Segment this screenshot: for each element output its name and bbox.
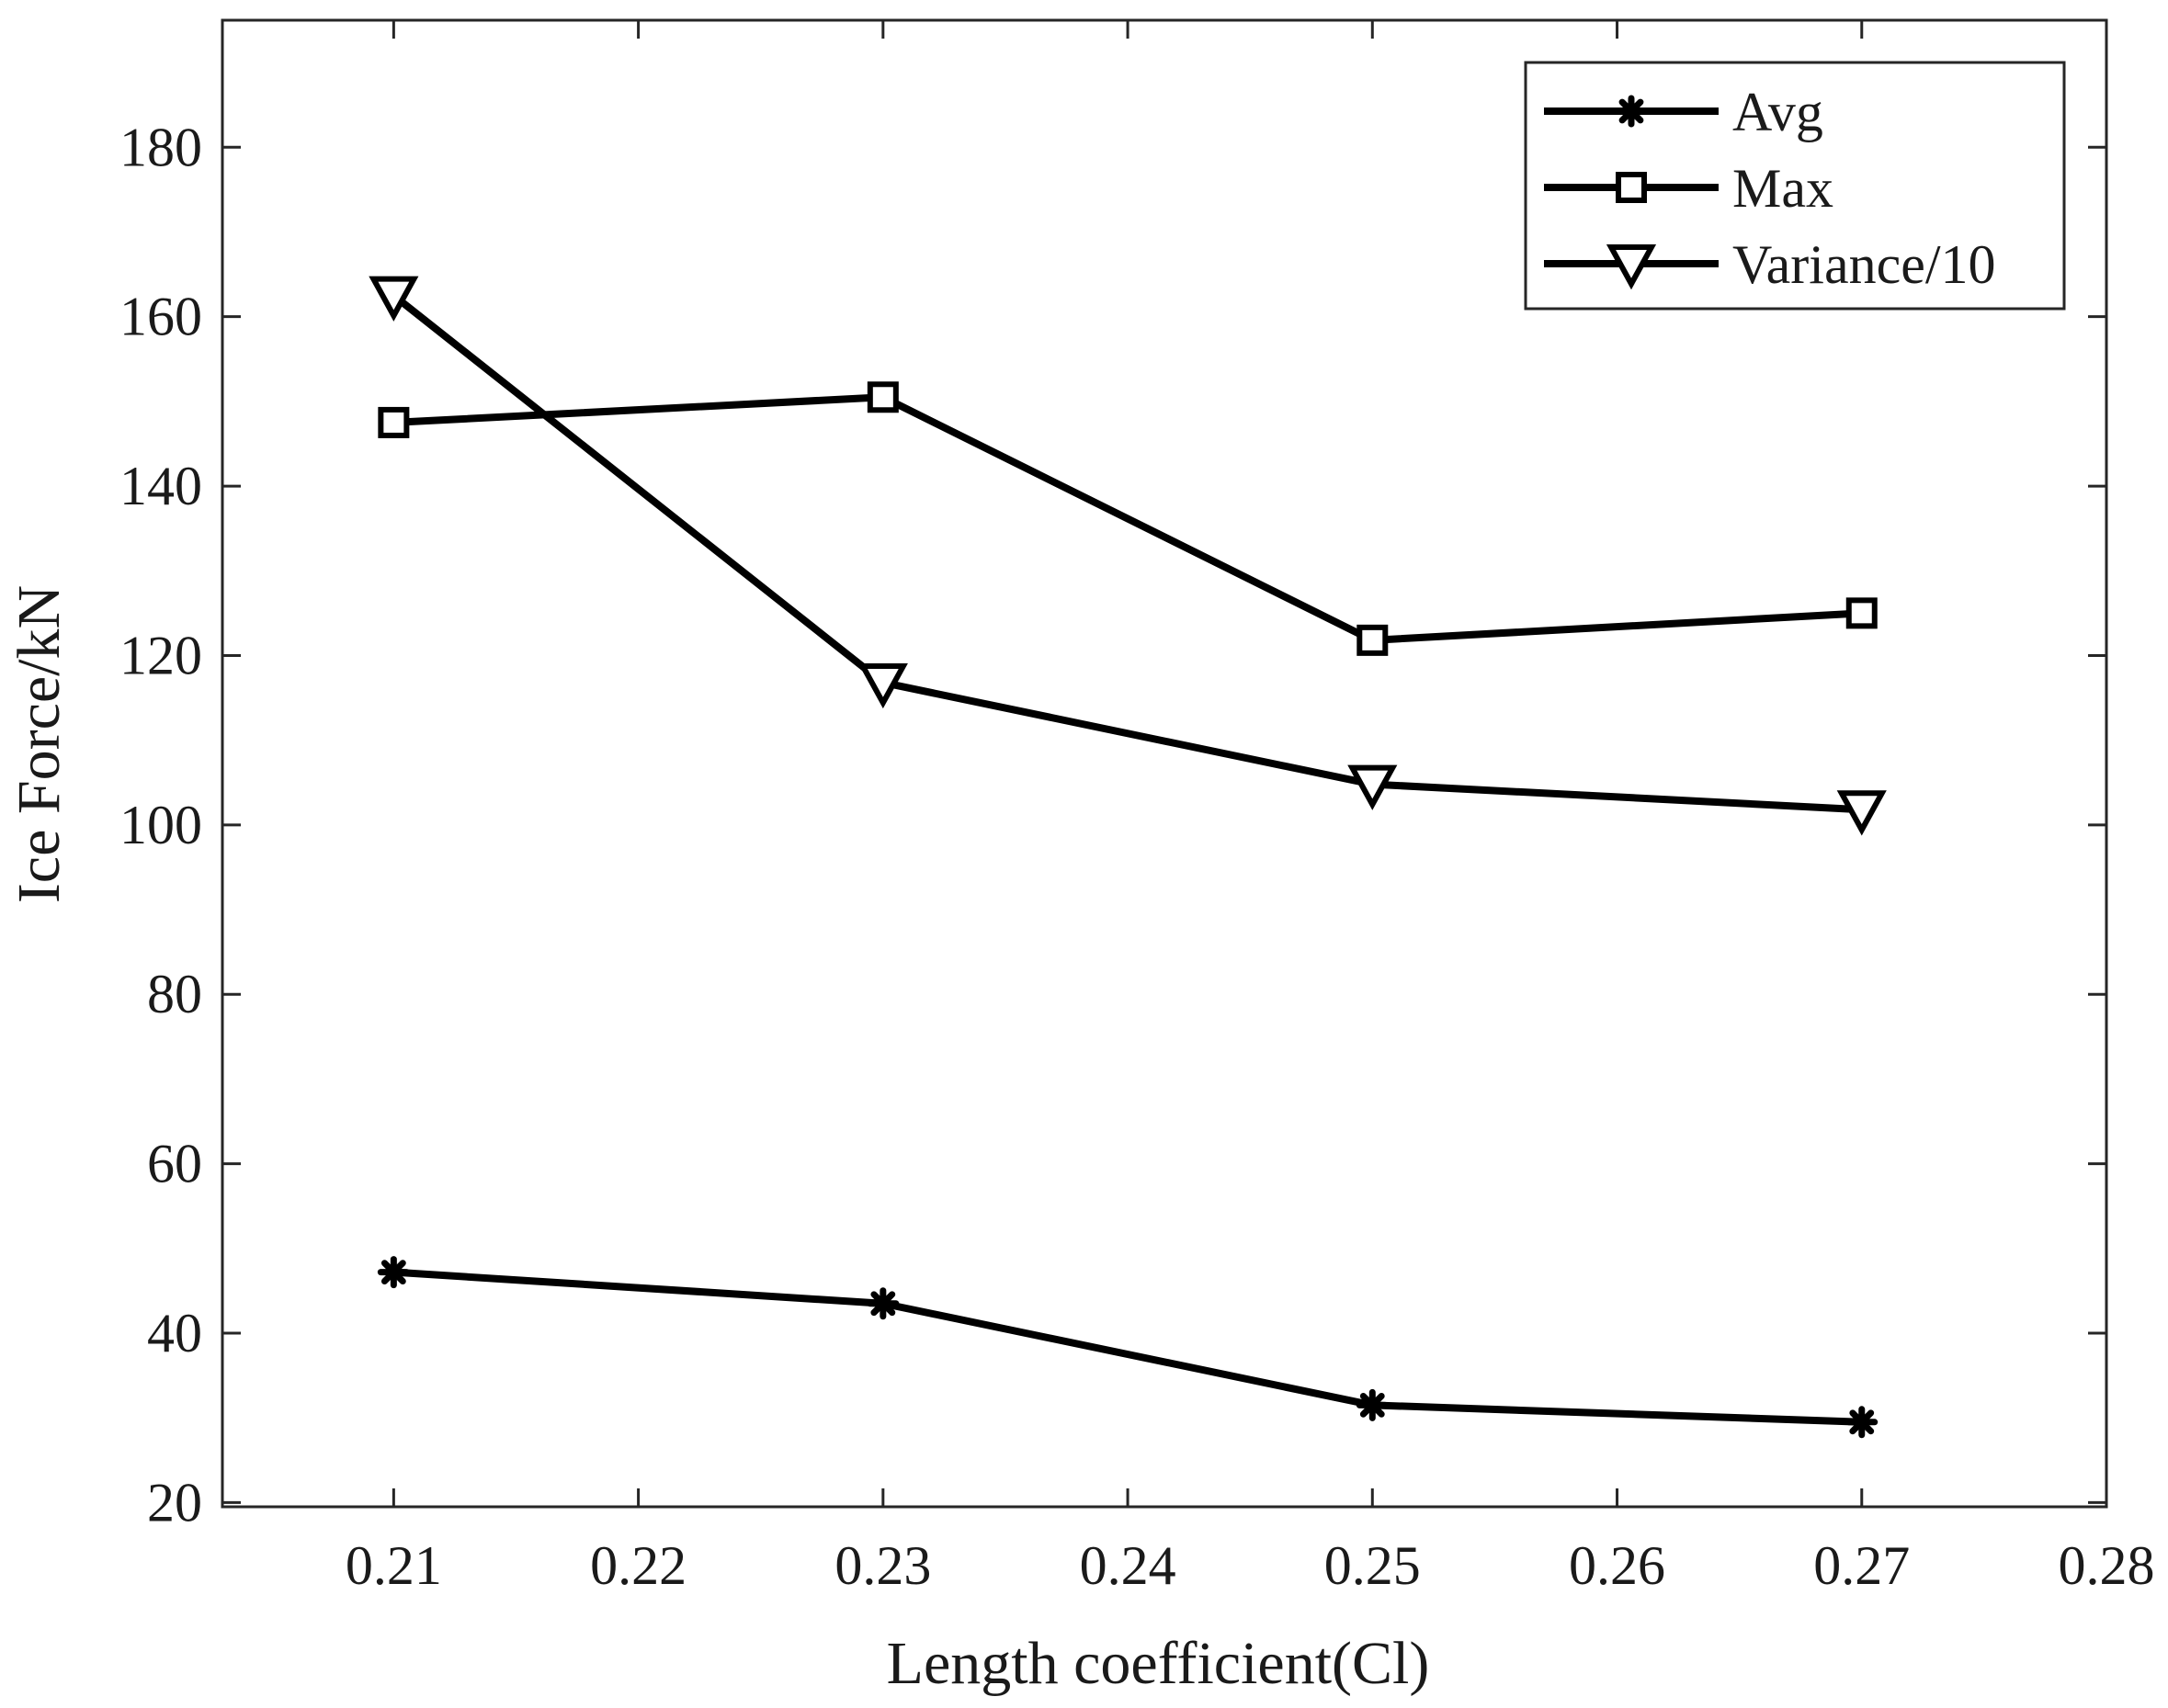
x-tick-label: 0.28 bbox=[2059, 1535, 2155, 1596]
data-point-variance-10 bbox=[857, 662, 908, 709]
series-line-variance-10 bbox=[390, 291, 1866, 814]
y-tick-label: 100 bbox=[119, 795, 202, 855]
legend: Avg Max Variance/10 bbox=[1524, 61, 2066, 311]
x-tick-label: 0.27 bbox=[1813, 1535, 1910, 1596]
series-line-avg bbox=[390, 1268, 1866, 1426]
legend-label: Max bbox=[1732, 158, 1833, 219]
x-tick-label: 0.26 bbox=[1569, 1535, 1665, 1596]
series-layer bbox=[369, 276, 1887, 1439]
data-point-avg bbox=[1845, 1406, 1879, 1439]
data-point-avg bbox=[1356, 1388, 1389, 1421]
series-line-max bbox=[390, 393, 1866, 644]
axes: 0.21 0.22 0.23 0.24 0.25 0.26 0.27 0.28 20 40 60 80… bbox=[119, 18, 2155, 1596]
data-point-max bbox=[1845, 597, 1878, 629]
x-tick-label: 0.25 bbox=[1324, 1535, 1421, 1596]
x-tick-label: 0.22 bbox=[590, 1535, 687, 1596]
data-point-variance-10 bbox=[369, 276, 419, 322]
y-tick-label: 180 bbox=[119, 117, 202, 177]
y-tick-label: 20 bbox=[147, 1472, 202, 1533]
x-axis-label: Length coefficient(Cl) bbox=[887, 1630, 1430, 1697]
data-point-max bbox=[378, 406, 410, 438]
legend-marker bbox=[1615, 95, 1648, 128]
y-tick-label: 120 bbox=[119, 625, 202, 685]
data-point-avg bbox=[377, 1256, 410, 1289]
x-tick-label: 0.21 bbox=[346, 1535, 442, 1596]
y-tick-label: 60 bbox=[147, 1134, 202, 1194]
y-tick-label: 160 bbox=[119, 287, 202, 347]
legend-marker bbox=[1606, 244, 1657, 290]
y-axis-label: Ice Force/kN bbox=[6, 585, 73, 903]
legend-label: Variance/10 bbox=[1732, 234, 1996, 295]
data-point-variance-10 bbox=[1836, 790, 1887, 836]
y-tick-label: 40 bbox=[147, 1303, 202, 1363]
plot-frame bbox=[221, 18, 2108, 1509]
legend-marker bbox=[1616, 172, 1647, 203]
x-tick-label: 0.24 bbox=[1080, 1535, 1176, 1596]
y-tick-label: 140 bbox=[119, 456, 202, 516]
data-point-variance-10 bbox=[1347, 764, 1398, 810]
data-point-avg bbox=[867, 1287, 900, 1320]
y-tick-label: 80 bbox=[147, 964, 202, 1024]
data-point-max bbox=[867, 381, 899, 413]
data-point-max bbox=[1356, 624, 1389, 656]
legend-label: Avg bbox=[1732, 82, 1823, 142]
x-tick-label: 0.23 bbox=[834, 1535, 931, 1596]
